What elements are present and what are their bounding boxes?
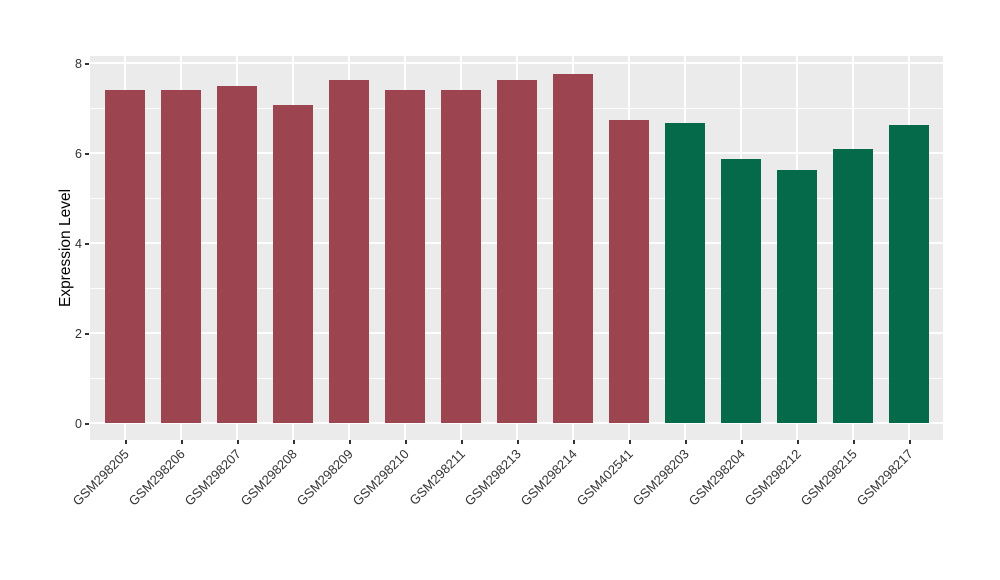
- y-axis-tick: [85, 243, 89, 245]
- x-tick-label: GSM298215: [797, 446, 860, 509]
- x-axis-tick: [685, 440, 687, 444]
- x-tick-label: GSM402541: [573, 446, 636, 509]
- x-axis-tick: [517, 440, 519, 444]
- y-axis-title: Expression Level: [57, 188, 74, 308]
- y-tick-label: 4: [75, 236, 82, 251]
- y-tick-label: 0: [75, 416, 82, 431]
- bar-GSM298208: [273, 104, 313, 423]
- y-tick-label: 8: [75, 56, 82, 71]
- x-tick-label: GSM298208: [237, 446, 300, 509]
- bar-GSM298212: [777, 170, 817, 423]
- bar-GSM298210: [385, 90, 425, 423]
- bar-GSM298217: [889, 124, 929, 423]
- x-tick-label: GSM298207: [181, 446, 244, 509]
- x-axis-tick: [741, 440, 743, 444]
- bar-GSM298204: [721, 158, 761, 423]
- x-tick-label: GSM298203: [629, 446, 692, 509]
- bar-GSM298203: [665, 123, 705, 423]
- x-tick-label: GSM298213: [461, 446, 524, 509]
- x-axis-tick: [461, 440, 463, 444]
- x-tick-label: GSM298217: [853, 446, 916, 509]
- x-tick-label: GSM298204: [685, 446, 748, 509]
- bar-GSM402541: [609, 120, 649, 423]
- x-axis-tick: [349, 440, 351, 444]
- x-tick-label: GSM298206: [125, 446, 188, 509]
- bar-GSM298211: [441, 90, 481, 423]
- bar-GSM298207: [217, 85, 257, 423]
- bar-GSM298205: [105, 90, 145, 423]
- x-tick-label: GSM298211: [406, 446, 468, 508]
- bar-GSM298213: [497, 80, 537, 423]
- x-axis-tick: [797, 440, 799, 444]
- x-tick-label: GSM298214: [517, 446, 580, 509]
- x-axis-tick: [405, 440, 407, 444]
- plot-panel: [90, 56, 943, 440]
- x-tick-label: GSM298210: [349, 446, 412, 509]
- bar-GSM298209: [329, 79, 369, 423]
- bar-GSM298214: [553, 73, 593, 423]
- bar-GSM298215: [833, 149, 873, 423]
- x-tick-label: GSM298212: [741, 446, 804, 509]
- y-axis-tick: [85, 423, 89, 425]
- x-axis-tick: [293, 440, 295, 444]
- x-tick-label: GSM298209: [293, 446, 356, 509]
- y-axis-tick: [85, 333, 89, 335]
- x-axis-tick: [629, 440, 631, 444]
- x-axis-tick: [125, 440, 127, 444]
- y-tick-label: 2: [75, 326, 82, 341]
- x-tick-label: GSM298205: [69, 446, 132, 509]
- y-axis-tick: [85, 153, 89, 155]
- x-axis-tick: [853, 440, 855, 444]
- y-tick-label: 6: [75, 146, 82, 161]
- x-axis-tick: [909, 440, 911, 444]
- y-axis-tick: [85, 63, 89, 65]
- x-axis-tick: [573, 440, 575, 444]
- x-axis-tick: [181, 440, 183, 444]
- x-axis-tick: [237, 440, 239, 444]
- bar-GSM298206: [161, 90, 201, 423]
